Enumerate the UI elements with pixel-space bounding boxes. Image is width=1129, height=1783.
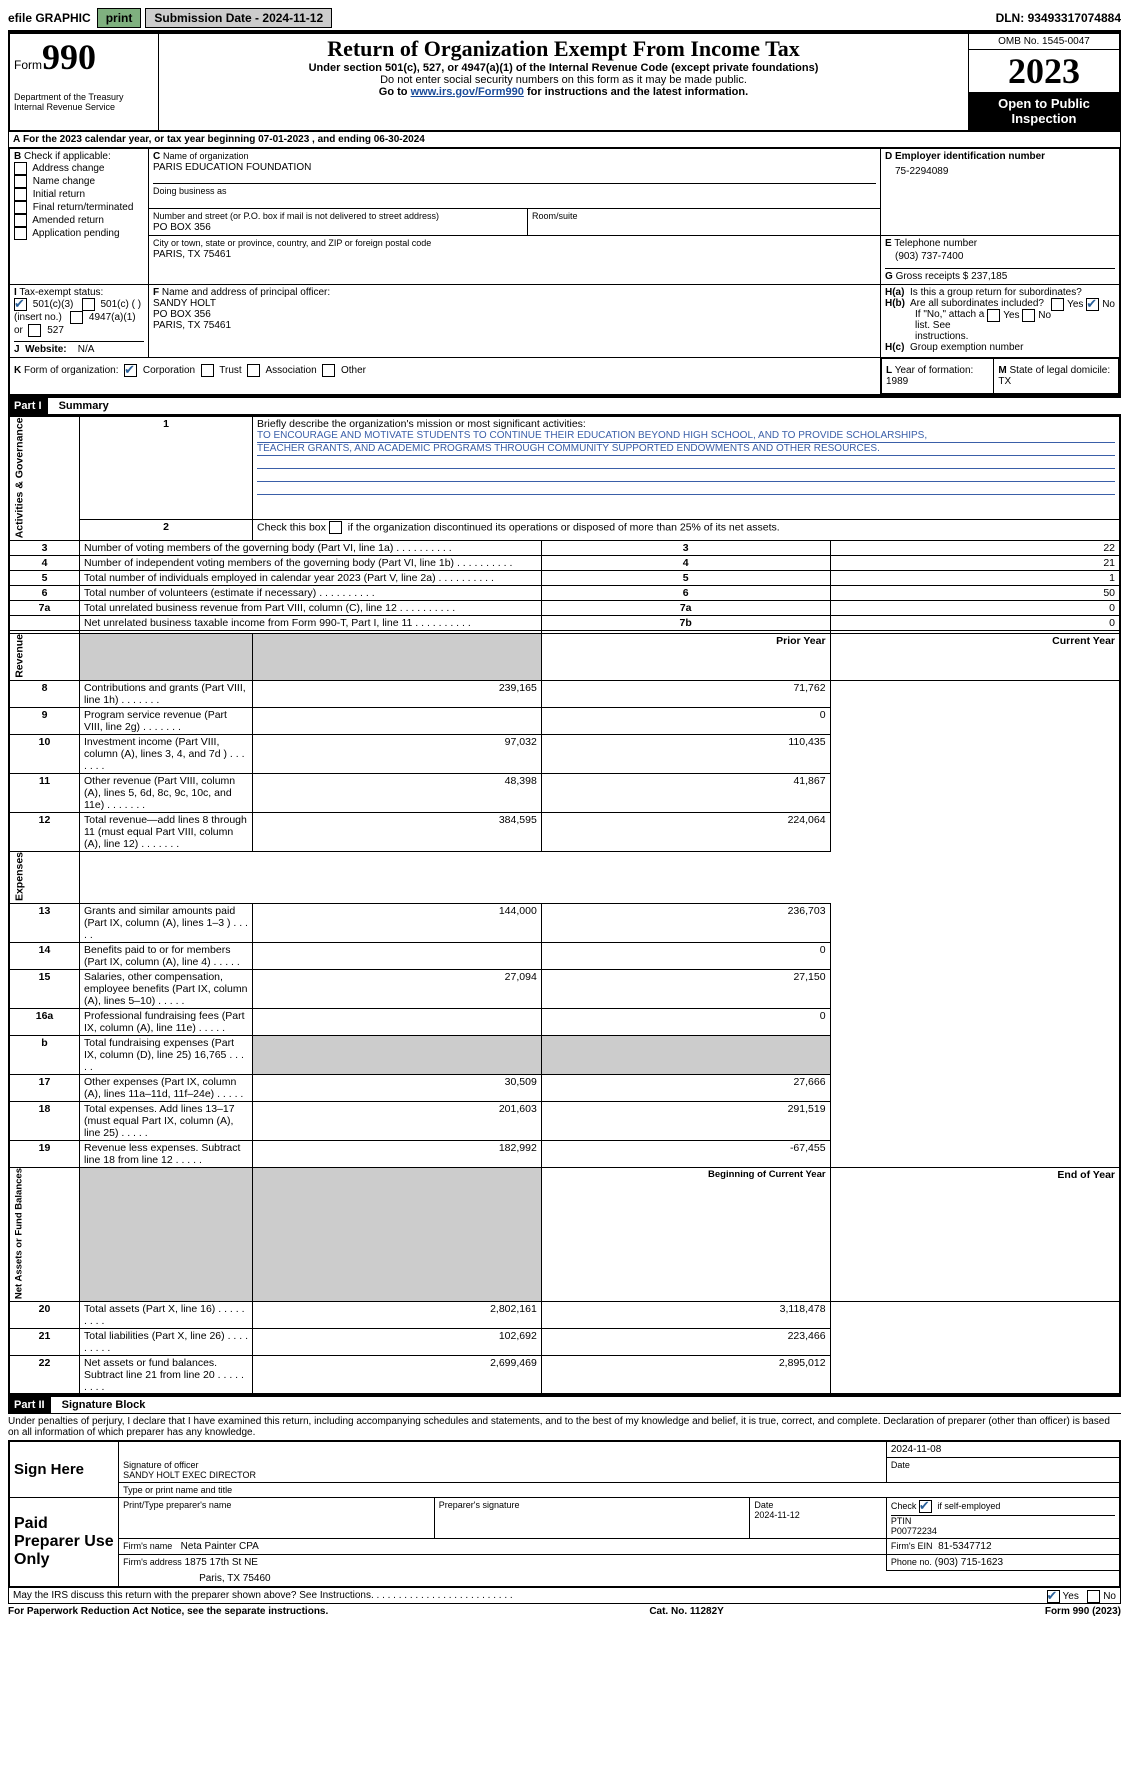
self-employed-checkbox[interactable] <box>919 1500 932 1513</box>
part1-table: Activities & Governance 1 Briefly descri… <box>8 415 1121 1395</box>
officer-name: SANDY HOLT EXEC DIRECTOR <box>123 1470 256 1480</box>
efile-label: efile GRAPHIC <box>8 11 91 25</box>
line2-checkbox[interactable] <box>329 521 342 534</box>
discuss-row: May the IRS discuss this return with the… <box>8 1588 1121 1604</box>
submission-date: Submission Date - 2024-11-12 <box>145 8 332 28</box>
paid-preparer-label: Paid Preparer Use Only <box>9 1497 119 1587</box>
b-option-checkbox[interactable] <box>14 162 27 175</box>
k-trust-checkbox[interactable] <box>201 364 214 377</box>
hb-no-checkbox[interactable] <box>1022 309 1035 322</box>
exp-label: Expenses <box>9 851 80 903</box>
discuss-yes-checkbox[interactable] <box>1047 1590 1060 1603</box>
b-option-checkbox[interactable] <box>14 214 27 227</box>
info-grid: B Check if applicable: Address change Na… <box>8 148 1121 396</box>
website: N/A <box>78 344 95 355</box>
b-option-checkbox[interactable] <box>14 201 27 214</box>
officer-sign-date: 2024-11-08 <box>886 1441 1120 1458</box>
k-corp-checkbox[interactable] <box>124 364 137 377</box>
form-title: Return of Organization Exempt From Incom… <box>163 36 964 62</box>
k-other-checkbox[interactable] <box>322 364 335 377</box>
gross-receipts: 237,185 <box>971 271 1007 282</box>
street: PO BOX 356 <box>153 222 211 233</box>
gov-label: Activities & Governance <box>9 416 80 540</box>
hb-yes-checkbox[interactable] <box>987 309 1000 322</box>
mission-line-1: TO ENCOURAGE AND MOTIVATE STUDENTS TO CO… <box>257 430 1115 443</box>
527-checkbox[interactable] <box>28 324 41 337</box>
perjury-declaration: Under penalties of perjury, I declare th… <box>8 1414 1121 1440</box>
dln: DLN: 93493317074884 <box>996 11 1121 25</box>
ptin: P00772234 <box>891 1526 937 1536</box>
page-footer: For Paperwork Reduction Act Notice, see … <box>8 1606 1121 1617</box>
b-option-checkbox[interactable] <box>14 188 27 201</box>
4947-checkbox[interactable] <box>70 311 83 324</box>
preparer-phone: (903) 715-1623 <box>935 1557 1003 1568</box>
part2-header: Part II Signature Block <box>8 1395 1121 1414</box>
ha-yes-checkbox[interactable] <box>1051 298 1064 311</box>
print-button[interactable]: print <box>97 8 142 28</box>
line-a: A For the 2023 calendar year, or tax yea… <box>8 132 1121 148</box>
sign-here-label: Sign Here <box>9 1441 119 1497</box>
form-number: 990 <box>42 37 96 77</box>
top-bar: efile GRAPHIC print Submission Date - 20… <box>8 8 1121 32</box>
signature-table: Sign Here 2024-11-08 Signature of office… <box>8 1440 1121 1588</box>
form-header: Form990 Department of the Treasury Inter… <box>8 32 1121 132</box>
firm-name: Neta Painter CPA <box>181 1541 259 1552</box>
part1-header: Part I Summary <box>8 396 1121 415</box>
k-assoc-checkbox[interactable] <box>247 364 260 377</box>
b-option-checkbox[interactable] <box>14 227 27 240</box>
ha-no-checkbox[interactable] <box>1086 298 1099 311</box>
org-name: PARIS EDUCATION FOUNDATION <box>153 162 311 173</box>
ein: 75-2294089 <box>885 162 1115 181</box>
instructions-link[interactable]: www.irs.gov/Form990 <box>411 86 524 98</box>
firm-ein: 81-5347712 <box>938 1541 991 1552</box>
501c3-checkbox[interactable] <box>14 298 27 311</box>
mission-line-2: TEACHER GRANTS, AND ACADEMIC PROGRAMS TH… <box>257 443 1115 456</box>
discuss-no-checkbox[interactable] <box>1087 1590 1100 1603</box>
net-label: Net Assets or Fund Balances <box>9 1167 80 1301</box>
501c-checkbox[interactable] <box>82 298 95 311</box>
city-state-zip: PARIS, TX 75461 <box>153 249 231 260</box>
rev-label: Revenue <box>9 633 80 680</box>
phone: (903) 737-7400 <box>885 249 1115 264</box>
tax-year: 2023 <box>969 50 1119 92</box>
b-option-checkbox[interactable] <box>14 175 27 188</box>
open-public-badge: Open to Public Inspection <box>969 92 1119 130</box>
